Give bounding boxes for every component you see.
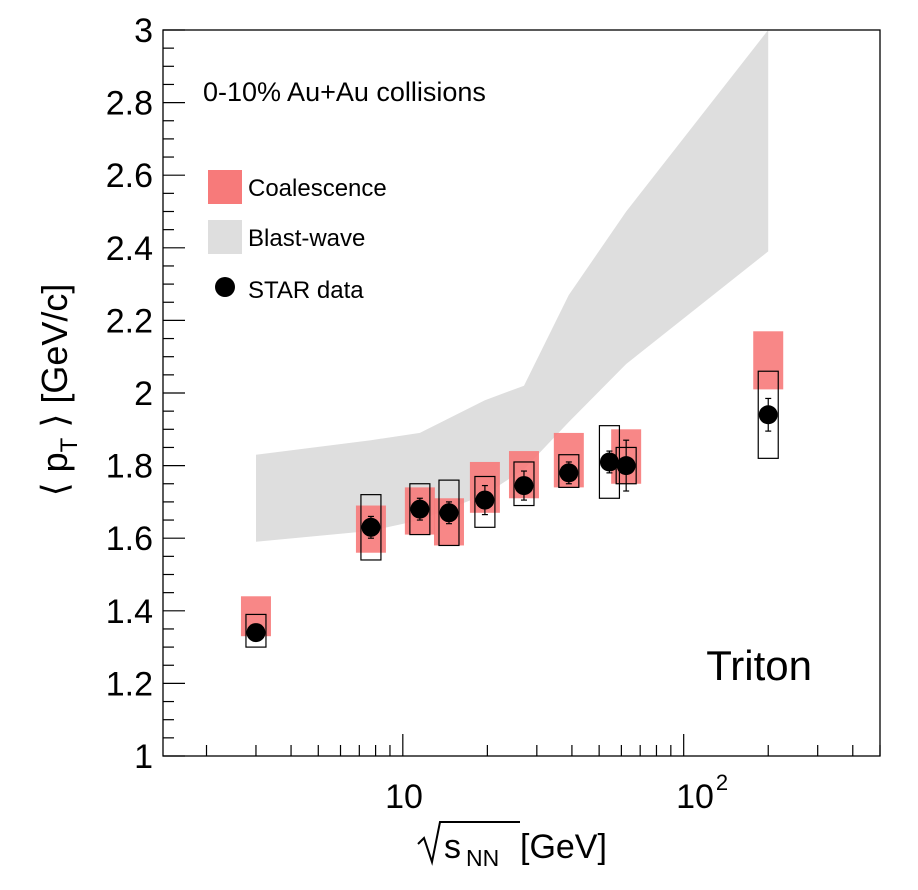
data-point-0 bbox=[246, 623, 266, 643]
blast-wave-band bbox=[256, 30, 769, 542]
y-axis-title-sub: T bbox=[56, 437, 83, 452]
y-axis-title-right: ⟩ [GeV/c] bbox=[34, 284, 75, 438]
data-point-1 bbox=[361, 517, 381, 537]
data-point-5 bbox=[514, 476, 534, 496]
x-axis-title-root: s bbox=[444, 828, 461, 866]
legend-marker-star-data bbox=[215, 277, 235, 297]
data-point-7 bbox=[599, 452, 619, 472]
sqrt-sign-icon bbox=[417, 821, 520, 866]
x-tick-label-100-exponent: 2 bbox=[716, 770, 728, 795]
legend-label-coalescence: Coalescence bbox=[248, 175, 387, 202]
data-point-4 bbox=[475, 490, 495, 510]
legend-swatch-coalescence bbox=[208, 170, 242, 204]
y-tick-label-1: 1.2 bbox=[106, 665, 153, 703]
data-point-6 bbox=[559, 463, 579, 483]
y-tick-label-4: 1.8 bbox=[106, 448, 153, 486]
data-point-8 bbox=[616, 456, 636, 476]
y-tick-label-6: 2.2 bbox=[106, 302, 153, 340]
x-tick-label-10: 10 bbox=[385, 778, 423, 816]
y-tick-label-7: 2.4 bbox=[106, 230, 153, 268]
legend-label-blast-wave: Blast-wave bbox=[248, 225, 365, 252]
data-point-9 bbox=[758, 405, 778, 425]
y-axis-title-left: ⟨ p bbox=[34, 452, 75, 496]
sys-box-2 bbox=[409, 483, 431, 536]
x-axis-title-sub: NN bbox=[466, 845, 499, 871]
sys-box-4 bbox=[474, 475, 496, 528]
x-axis-title-unit: [GeV] bbox=[520, 828, 607, 866]
annotation-collision-system: 0-10% Au+Au collisions bbox=[203, 77, 486, 107]
x-axis-title: s NN [GeV] bbox=[417, 821, 607, 871]
data-point-2 bbox=[410, 499, 430, 519]
sys-box-5 bbox=[513, 461, 535, 507]
sys-box-1 bbox=[360, 494, 382, 561]
y-tick-label-10: 3 bbox=[134, 12, 153, 50]
y-tick-label-5: 2 bbox=[134, 375, 153, 413]
y-tick-label-0: 1 bbox=[134, 738, 153, 776]
y-tick-label-2: 1.4 bbox=[106, 593, 153, 631]
particle-label: Triton bbox=[706, 642, 812, 689]
ticks-layer: 1 1.2 1.4 1.6 1.8 2 2.2 2.4 2.6 2.8 3 bbox=[106, 12, 881, 776]
legend-label-star-data: STAR data bbox=[248, 277, 364, 304]
legend: Coalescence Blast-wave STAR data bbox=[208, 170, 387, 304]
y-tick-label-9: 2.8 bbox=[106, 85, 153, 123]
x-tick-label-100: 10 2 bbox=[676, 770, 728, 816]
sys-box-0 bbox=[245, 613, 267, 648]
data-point-3 bbox=[439, 503, 459, 523]
y-axis-title: ⟨ pT ⟩ [GeV/c] bbox=[34, 284, 83, 497]
legend-swatch-blast-wave bbox=[208, 220, 242, 254]
star-data-layer bbox=[246, 397, 778, 643]
sys-box-9 bbox=[757, 370, 779, 459]
y-tick-label-3: 1.6 bbox=[106, 520, 153, 558]
y-tick-label-8: 2.6 bbox=[106, 157, 153, 195]
blast-wave-layer bbox=[256, 30, 769, 542]
sys-box-6 bbox=[558, 454, 580, 488]
x-tick-label-100-base: 10 bbox=[676, 778, 714, 816]
sys-box-3 bbox=[438, 479, 460, 547]
